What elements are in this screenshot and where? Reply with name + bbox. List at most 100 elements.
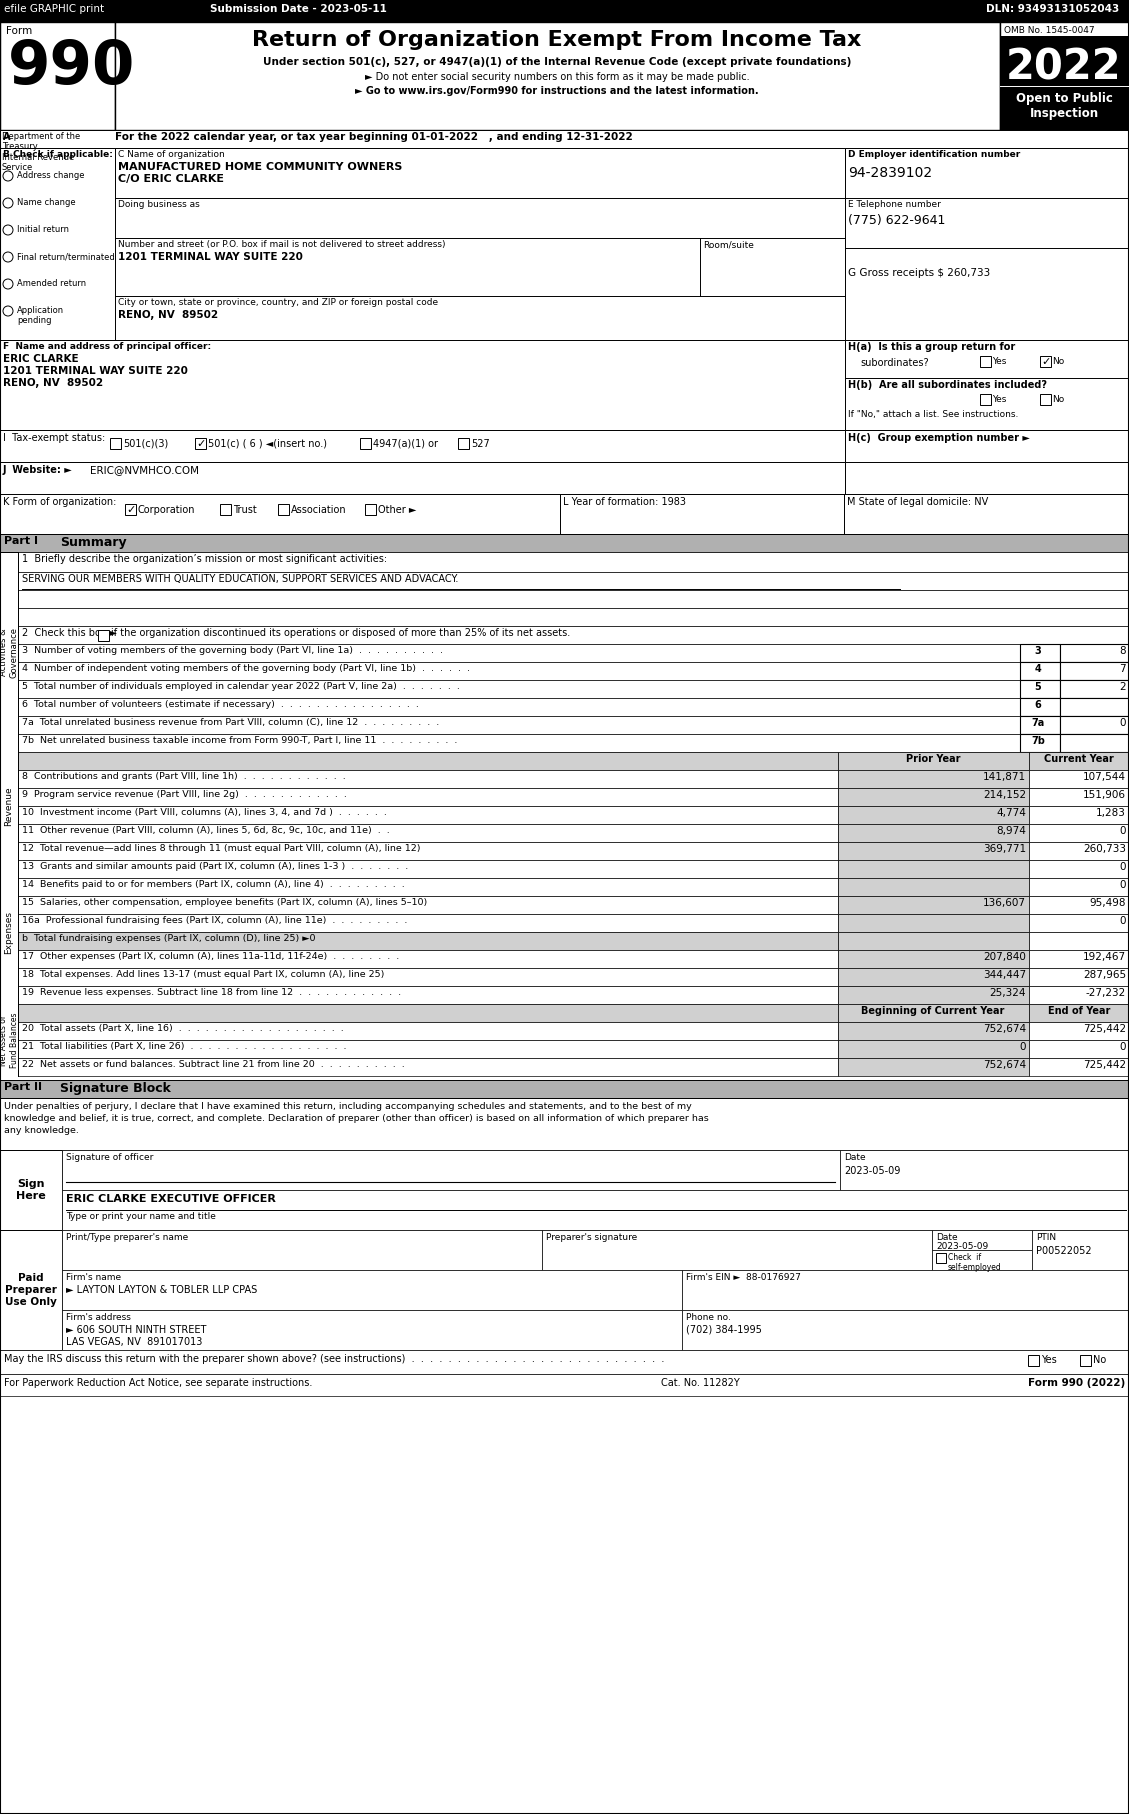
Bar	[1019, 680, 1060, 698]
Text: -27,232: -27,232	[1086, 989, 1126, 998]
Text: Sign
Here: Sign Here	[16, 1179, 46, 1201]
Text: 1,283: 1,283	[1096, 807, 1126, 818]
Text: 10  Investment income (Part VIII, columns (A), lines 3, 4, and 7d )  .  .  .  . : 10 Investment income (Part VIII, columns…	[21, 807, 387, 816]
Circle shape	[3, 225, 14, 236]
Text: 3  Number of voting members of the governing body (Part VI, line 1a)  .  .  .  .: 3 Number of voting members of the govern…	[21, 646, 443, 655]
Bar	[0, 1150, 62, 1230]
Bar	[838, 1058, 1029, 1076]
Text: 527: 527	[471, 439, 490, 450]
Bar	[62, 1230, 542, 1270]
Bar	[936, 1253, 946, 1263]
Bar	[115, 22, 1000, 131]
Bar	[980, 394, 991, 405]
Text: (775) 622-9641: (775) 622-9641	[848, 214, 945, 227]
Bar	[1029, 987, 1129, 1003]
Text: 95,498: 95,498	[1089, 898, 1126, 909]
Text: Department of the
Treasury
Internal Revenue
Service: Department of the Treasury Internal Reve…	[2, 132, 80, 172]
Text: Activities &
Governance: Activities & Governance	[0, 626, 19, 677]
Bar	[0, 22, 115, 131]
Text: Signature Block: Signature Block	[60, 1081, 170, 1096]
Text: RENO, NV  89502: RENO, NV 89502	[3, 377, 103, 388]
Text: PTIN: PTIN	[1036, 1234, 1056, 1243]
Text: 7a: 7a	[1032, 718, 1044, 727]
Bar	[18, 787, 838, 805]
Text: 2023-05-09: 2023-05-09	[844, 1166, 900, 1175]
Text: H(a)  Is this a group return for: H(a) Is this a group return for	[848, 343, 1015, 352]
Bar	[682, 1310, 1129, 1350]
Text: H(b)  Are all subordinates included?: H(b) Are all subordinates included?	[848, 379, 1047, 390]
Text: Return of Organization Exempt From Income Tax: Return of Organization Exempt From Incom…	[252, 31, 861, 51]
Text: 13  Grants and similar amounts paid (Part IX, column (A), lines 1-3 )  .  .  .  : 13 Grants and similar amounts paid (Part…	[21, 862, 409, 871]
Text: No: No	[1052, 357, 1065, 366]
Text: 6  Total number of volunteers (estimate if necessary)  .  .  .  .  .  .  .  .  .: 6 Total number of volunteers (estimate i…	[21, 700, 419, 709]
Text: RENO, NV  89502: RENO, NV 89502	[119, 310, 218, 319]
Text: Trust: Trust	[233, 504, 256, 515]
Text: If "No," attach a list. See instructions.: If "No," attach a list. See instructions…	[848, 410, 1018, 419]
Circle shape	[3, 279, 14, 288]
Text: Yes: Yes	[992, 395, 1006, 405]
Bar	[1040, 356, 1051, 366]
Text: 20  Total assets (Part X, line 16)  .  .  .  .  .  .  .  .  .  .  .  .  .  .  . : 20 Total assets (Part X, line 16) . . . …	[21, 1023, 343, 1032]
Text: Open to Public
Inspection: Open to Public Inspection	[1016, 93, 1112, 120]
Text: 990: 990	[8, 38, 135, 96]
Text: Corporation: Corporation	[138, 504, 195, 515]
Bar	[844, 339, 1129, 430]
Bar	[1029, 1003, 1129, 1021]
Text: D Employer identification number: D Employer identification number	[848, 151, 1021, 160]
Text: Address change: Address change	[17, 171, 85, 180]
Bar	[0, 430, 844, 463]
Bar	[838, 932, 1029, 951]
Bar	[18, 842, 838, 860]
Bar	[838, 951, 1029, 969]
Bar	[0, 1373, 1129, 1397]
Text: 4947(a)(1) or: 4947(a)(1) or	[373, 439, 438, 450]
Bar	[62, 1150, 840, 1190]
Text: Check  if
self-employed: Check if self-employed	[948, 1253, 1001, 1272]
Bar	[838, 914, 1029, 932]
Text: 3: 3	[1034, 646, 1041, 657]
Text: Cat. No. 11282Y: Cat. No. 11282Y	[660, 1379, 739, 1388]
Bar	[1019, 735, 1060, 753]
Text: Firm's EIN ►  88-0176927: Firm's EIN ► 88-0176927	[686, 1273, 800, 1282]
Bar	[18, 698, 1019, 717]
Bar	[18, 860, 838, 878]
Text: G Gross receipts $ 260,733: G Gross receipts $ 260,733	[848, 268, 990, 278]
Bar	[1060, 662, 1129, 680]
Bar	[0, 1230, 62, 1350]
Bar	[18, 571, 1129, 590]
Bar	[838, 1021, 1029, 1039]
Bar	[1080, 1355, 1091, 1366]
Text: L Year of formation: 1983: L Year of formation: 1983	[563, 497, 686, 506]
Bar	[1000, 22, 1129, 131]
Bar	[1060, 735, 1129, 753]
Text: P00522052: P00522052	[1036, 1246, 1092, 1255]
Text: May the IRS discuss this return with the preparer shown above? (see instructions: May the IRS discuss this return with the…	[5, 1353, 664, 1364]
Text: 4: 4	[1034, 664, 1041, 675]
Text: Firm's address: Firm's address	[65, 1313, 131, 1322]
Text: ► Do not enter social security numbers on this form as it may be made public.: ► Do not enter social security numbers o…	[365, 73, 750, 82]
Bar	[1029, 914, 1129, 932]
Text: 260,733: 260,733	[1083, 844, 1126, 854]
Bar	[18, 608, 1129, 626]
Text: 1  Briefly describe the organization’s mission or most significant activities:: 1 Briefly describe the organization’s mi…	[21, 553, 387, 564]
Text: 21  Total liabilities (Part X, line 26)  .  .  .  .  .  .  .  .  .  .  .  .  .  : 21 Total liabilities (Part X, line 26) .…	[21, 1041, 347, 1050]
Bar	[844, 463, 1129, 493]
Text: 1201 TERMINAL WAY SUITE 220: 1201 TERMINAL WAY SUITE 220	[3, 366, 187, 375]
Bar	[18, 644, 1019, 662]
Text: Revenue: Revenue	[5, 785, 14, 825]
Text: B Check if applicable:: B Check if applicable:	[3, 151, 113, 160]
Bar	[0, 533, 1129, 551]
Text: ► LAYTON LAYTON & TOBLER LLP CPAS: ► LAYTON LAYTON & TOBLER LLP CPAS	[65, 1284, 257, 1295]
Text: Other ►: Other ►	[378, 504, 417, 515]
Bar	[1029, 1021, 1129, 1039]
Bar	[1029, 824, 1129, 842]
Text: 752,674: 752,674	[983, 1059, 1026, 1070]
Bar	[0, 1097, 1129, 1150]
Text: if the organization discontinued its operations or disposed of more than 25% of : if the organization discontinued its ope…	[111, 628, 570, 639]
Bar	[18, 1058, 838, 1076]
Text: Yes: Yes	[992, 357, 1006, 366]
Text: 2  Check this box ►: 2 Check this box ►	[21, 628, 120, 639]
Text: Application
pending: Application pending	[17, 307, 64, 325]
Text: ERIC CLARKE: ERIC CLARKE	[3, 354, 79, 365]
Text: OMB No. 1545-0047: OMB No. 1545-0047	[1004, 25, 1095, 34]
